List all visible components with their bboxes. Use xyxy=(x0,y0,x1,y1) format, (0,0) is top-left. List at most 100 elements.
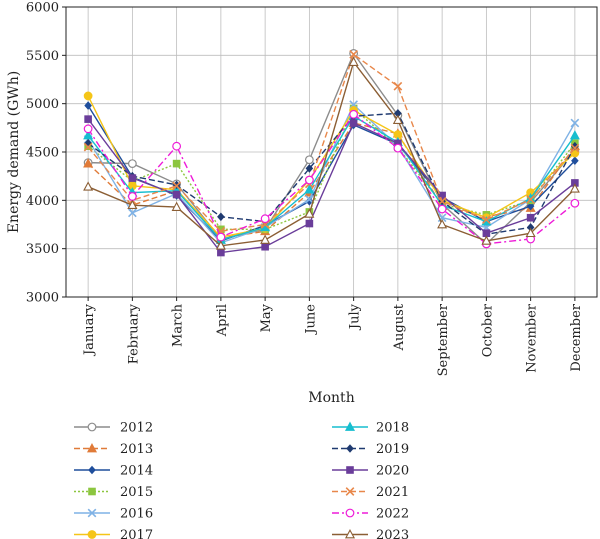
legend-label: 2012 xyxy=(120,421,153,436)
x-tick-label: August xyxy=(392,303,407,351)
legend-label: 2016 xyxy=(120,507,153,522)
legend-item-2018: 2018 xyxy=(332,421,409,436)
data-point xyxy=(526,213,535,222)
data-point xyxy=(216,232,226,242)
data-point xyxy=(260,234,271,244)
legend-item-2019: 2019 xyxy=(332,442,409,457)
data-point xyxy=(393,143,403,153)
data-point xyxy=(172,159,181,168)
y-tick-label: 3500 xyxy=(26,242,59,257)
series-line xyxy=(87,112,576,235)
gridlines xyxy=(66,6,597,298)
data-point xyxy=(394,139,402,148)
series-line xyxy=(87,53,576,233)
legend-item-2017: 2017 xyxy=(74,528,153,539)
series-2023 xyxy=(83,56,580,250)
data-point xyxy=(305,197,314,206)
data-point xyxy=(437,196,447,206)
data-point xyxy=(128,174,137,182)
legend-label: 2022 xyxy=(376,507,409,522)
data-point xyxy=(127,192,137,201)
data-point xyxy=(128,208,137,218)
legend: 2012 2013 2014 2015 2016 2017 2018 2019 2020 2021… xyxy=(74,421,409,539)
data-point xyxy=(304,155,314,165)
x-tick-label: September xyxy=(436,303,451,376)
data-point xyxy=(305,164,314,173)
series-line xyxy=(87,95,576,238)
y-tick-label: 5000 xyxy=(26,97,59,112)
data-point xyxy=(84,115,92,123)
data-point xyxy=(88,465,96,475)
legend-item-2021: 2021 xyxy=(332,485,409,500)
data-point xyxy=(525,227,536,238)
data-point xyxy=(392,114,403,124)
data-point xyxy=(438,191,446,200)
x-axis-label: Month xyxy=(308,390,354,406)
series-2018 xyxy=(83,110,580,244)
legend-label: 2015 xyxy=(120,485,153,500)
legend-label: 2013 xyxy=(120,442,153,457)
data-point xyxy=(344,421,356,431)
data-point xyxy=(217,225,225,234)
data-point xyxy=(305,195,314,204)
data-point xyxy=(83,130,94,140)
data-point xyxy=(84,139,92,148)
data-point xyxy=(83,91,93,101)
x-tick-label: June xyxy=(303,304,318,336)
data-point xyxy=(217,248,225,257)
data-point xyxy=(526,201,535,211)
data-point xyxy=(526,223,535,232)
legend-item-2022: 2022 xyxy=(332,507,409,522)
data-point xyxy=(304,208,315,218)
data-point xyxy=(171,201,182,211)
y-tick-label: 4500 xyxy=(26,146,59,161)
y-tick-label: 6000 xyxy=(26,1,59,16)
data-point xyxy=(482,215,491,225)
data-point xyxy=(305,219,314,228)
x-tick-label: March xyxy=(171,303,186,347)
legend-label: 2017 xyxy=(120,528,153,539)
legend-label: 2014 xyxy=(120,464,153,479)
legend-item-2016: 2016 xyxy=(74,507,153,522)
data-point xyxy=(127,159,137,169)
data-point xyxy=(394,109,402,118)
series-line xyxy=(87,60,576,247)
x-tick-label: December xyxy=(569,303,584,371)
legend-label: 2020 xyxy=(376,464,409,479)
series-line xyxy=(87,107,576,231)
data-point xyxy=(83,158,94,168)
data-point xyxy=(571,156,579,165)
y-tick-labels: 3000 3500 4000 4500 5000 5500 6000 xyxy=(26,1,66,306)
y-tick-label: 5500 xyxy=(26,49,59,64)
x-tick-labels: January February March April May June July Augu… xyxy=(82,297,584,376)
data-point xyxy=(570,143,580,153)
data-point xyxy=(482,229,491,237)
data-point xyxy=(83,142,93,152)
data-point xyxy=(569,130,580,140)
legend-item-2020: 2020 xyxy=(332,464,409,479)
series-2020 xyxy=(84,115,579,257)
data-point xyxy=(86,443,98,453)
legend-item-2023: 2023 xyxy=(332,528,409,539)
legend-item-2013: 2013 xyxy=(74,442,153,457)
data-point xyxy=(215,240,226,250)
x-tick-label: July xyxy=(348,303,363,331)
series-2022 xyxy=(83,109,580,249)
x-tick-label: February xyxy=(126,303,141,364)
data-point xyxy=(349,119,358,127)
legend-item-2015: 2015 xyxy=(74,485,153,500)
data-point xyxy=(217,212,225,222)
data-point xyxy=(83,124,93,134)
data-point xyxy=(344,529,356,539)
data-point xyxy=(437,204,447,214)
x-tick-label: November xyxy=(525,303,540,373)
data-point xyxy=(304,184,315,194)
y-tick-label: 4000 xyxy=(26,194,59,209)
series-line xyxy=(87,115,576,241)
data-point xyxy=(83,181,94,191)
series-line xyxy=(88,51,576,245)
y-tick-label: 3000 xyxy=(26,291,59,306)
x-tick-label: October xyxy=(480,303,495,357)
legend-label: 2021 xyxy=(376,485,409,500)
